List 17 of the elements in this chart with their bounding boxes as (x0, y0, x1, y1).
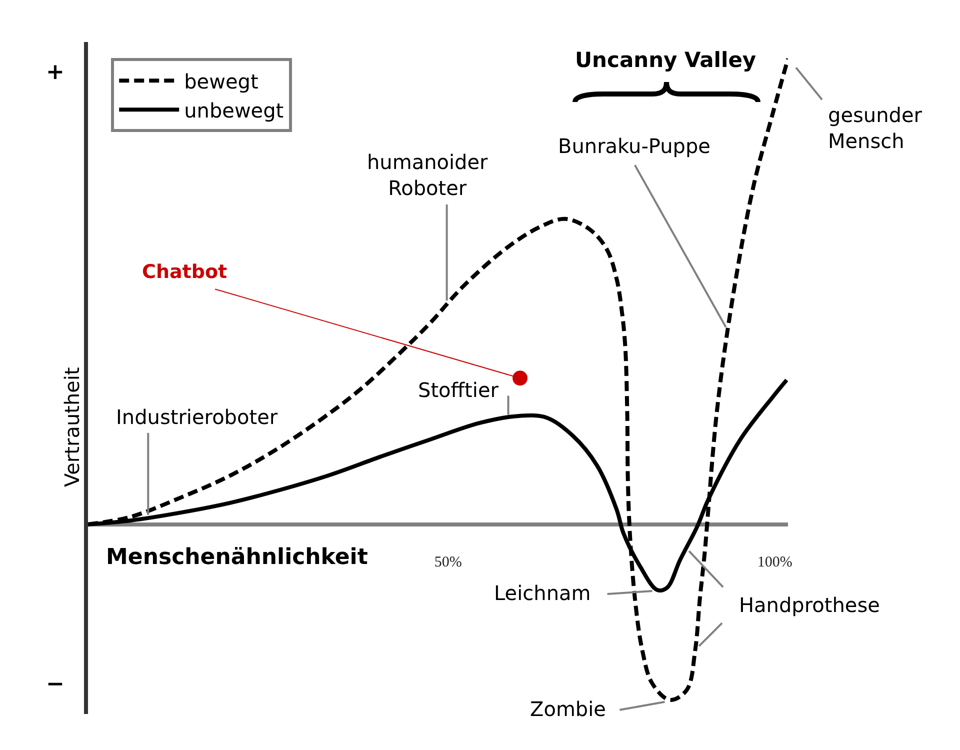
x-axis-title: Menschenähnlichkeit (106, 545, 368, 570)
annotation: Stofftier (418, 378, 500, 402)
x-tick-label: 50% (434, 554, 462, 570)
x-tick-label: 100% (757, 554, 792, 570)
annotation: Handprothese (739, 593, 880, 617)
annotation: Bunraku-Puppe (558, 134, 710, 158)
annotation: Zombie (530, 697, 606, 721)
text: − (46, 672, 64, 697)
annotation: Uncanny Valley (575, 48, 756, 72)
legend-label: unbewegt (184, 98, 284, 122)
text: + (46, 60, 64, 85)
y-axis-title: Vertrautheit (60, 366, 84, 487)
annotation: humanoider Roboter (367, 150, 489, 200)
annotation: Industrieroboter (116, 405, 278, 429)
annotation: Leichnam (494, 581, 591, 605)
legend-label: bewegt (184, 69, 258, 94)
annotation: gesunder Mensch (828, 103, 923, 153)
